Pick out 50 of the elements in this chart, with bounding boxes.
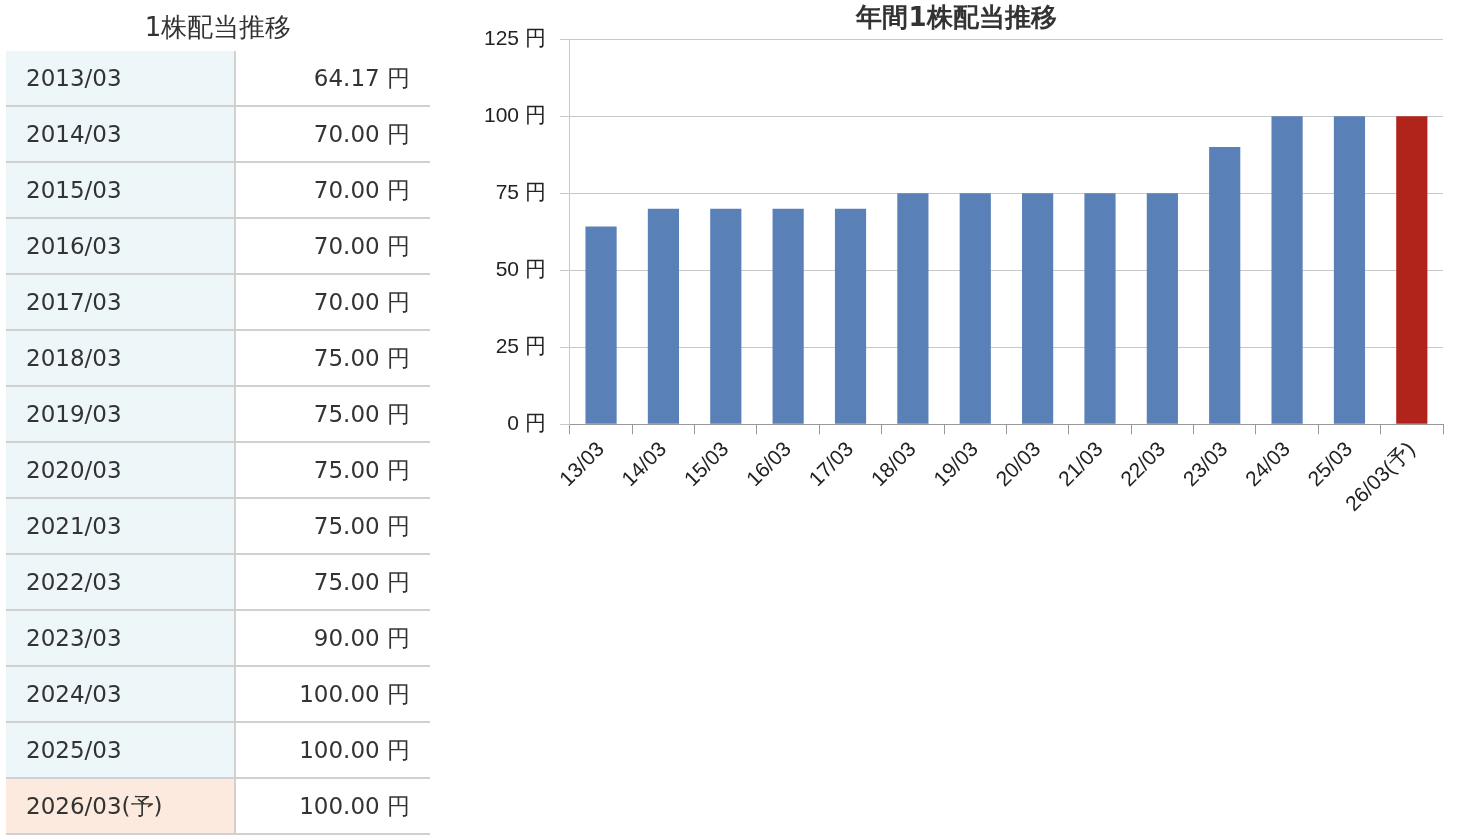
bar bbox=[959, 193, 991, 424]
y-tick-label: 25 円 bbox=[495, 334, 546, 358]
text: 70.00 円 bbox=[313, 232, 410, 259]
text: 1株配当推移 bbox=[143, 11, 293, 44]
category-label: 2020/03 bbox=[6, 442, 235, 498]
y-tick-label: 100 円 bbox=[484, 103, 546, 127]
y-tick-label: 0 円 bbox=[507, 411, 546, 435]
category-label: 2016/03 bbox=[6, 218, 235, 274]
text: 90.00 円 bbox=[313, 624, 410, 651]
text: 100.00 円 bbox=[299, 736, 410, 763]
bar bbox=[1271, 116, 1303, 424]
bar bbox=[1396, 116, 1428, 424]
bar bbox=[1209, 147, 1241, 424]
category-label: 2019/03 bbox=[6, 386, 235, 442]
bar bbox=[1146, 193, 1178, 424]
text: 100.00 円 bbox=[299, 792, 410, 819]
category-label: 2014/03 bbox=[6, 106, 235, 162]
bar bbox=[1333, 116, 1366, 424]
category-label: 2025/03 bbox=[6, 722, 235, 778]
category-label: 2017/03 bbox=[6, 274, 235, 330]
bar bbox=[585, 226, 617, 424]
text: 75.00 円 bbox=[313, 456, 410, 483]
category-label: 2022/03 bbox=[6, 554, 235, 610]
category-label: 2018/03 bbox=[6, 330, 235, 386]
category-label: 2021/03 bbox=[6, 498, 235, 554]
text: 75.00 円 bbox=[313, 344, 410, 371]
bar bbox=[710, 208, 742, 424]
text: 70.00 円 bbox=[313, 176, 410, 203]
category-label: 2026/03(予) bbox=[6, 778, 235, 834]
chart-title: 年間1株配当推移 bbox=[855, 2, 1057, 33]
category-label: 2015/03 bbox=[6, 162, 235, 218]
text: 100.00 円 bbox=[299, 680, 410, 707]
y-tick-label: 50 円 bbox=[495, 257, 546, 281]
bar bbox=[1022, 193, 1054, 424]
bar bbox=[834, 208, 867, 424]
text: 75.00 円 bbox=[313, 512, 410, 539]
text: 70.00 円 bbox=[313, 120, 410, 147]
text: 75.00 円 bbox=[313, 400, 410, 427]
bar bbox=[897, 193, 929, 424]
text: 70.00 円 bbox=[313, 288, 410, 315]
category-label: 2024/03 bbox=[6, 666, 235, 722]
text: 75.00 円 bbox=[313, 568, 410, 595]
y-tick-label: 125 円 bbox=[484, 26, 546, 49]
text: 64.17 円 bbox=[313, 64, 410, 91]
category-label: 2013/03 bbox=[6, 51, 235, 106]
bar bbox=[772, 208, 804, 424]
category-label: 2023/03 bbox=[6, 610, 235, 666]
bar bbox=[647, 208, 680, 424]
bar bbox=[1084, 193, 1116, 424]
y-tick-label: 75 円 bbox=[495, 180, 546, 204]
